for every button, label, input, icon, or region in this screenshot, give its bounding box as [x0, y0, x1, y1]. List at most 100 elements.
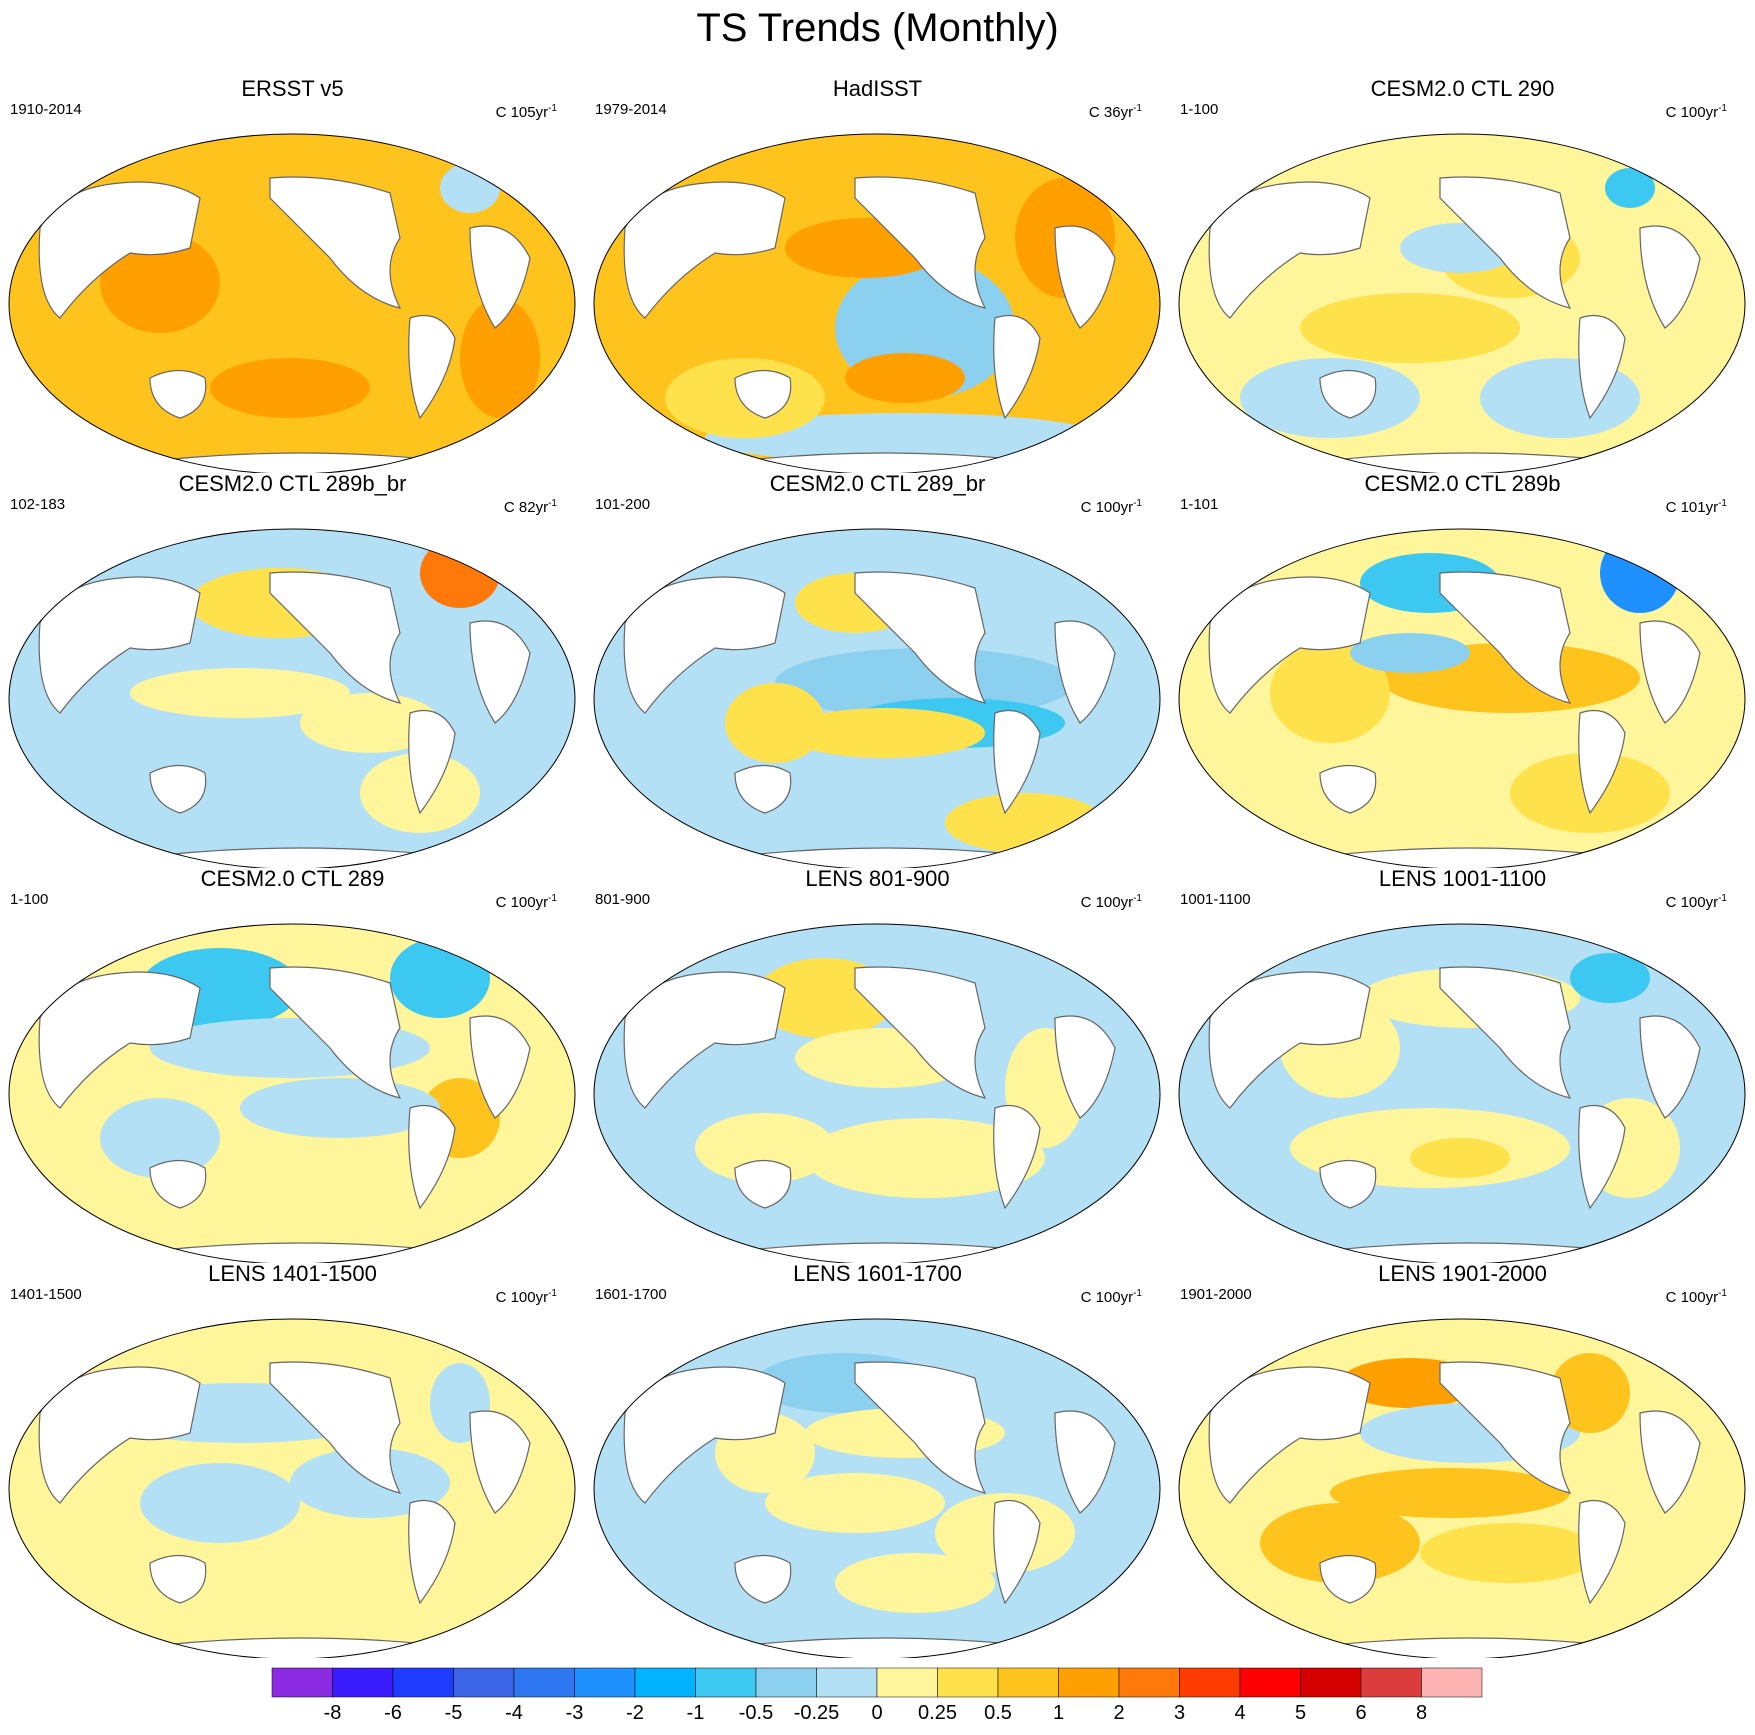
colorbar-tick-label: -3: [566, 1702, 584, 1724]
map-boundary: [1178, 528, 1746, 868]
panel-units: C 100yr-1: [496, 1285, 557, 1307]
trend-anomaly-region: [1550, 1353, 1630, 1433]
map-panel: LENS 1001-1100 1001-1100 C 100yr-1: [1170, 866, 1755, 1263]
trend-anomaly-region: [1605, 168, 1655, 208]
units-text: C 105yr: [495, 104, 549, 121]
units-exponent: -1: [1133, 893, 1142, 904]
panel-units: C 36yr-1: [1089, 100, 1142, 122]
north-america-landmass: [269, 1361, 402, 1494]
antarctica-landmass: [1269, 847, 1671, 868]
colorbar-swatch: [392, 1667, 454, 1698]
panel-title: CESM2.0 CTL 290: [1370, 76, 1555, 101]
trend-anomaly-region: [1270, 643, 1390, 743]
trend-anomaly-region: [1300, 293, 1520, 363]
units-exponent: -1: [1133, 498, 1142, 509]
trend-anomaly-region: [440, 163, 500, 213]
asia-landmass: [38, 181, 201, 319]
colorbar-swatch: [695, 1667, 757, 1698]
panel-title: CESM2.0 CTL 289_br: [769, 471, 986, 496]
world-map: [1178, 1318, 1746, 1658]
africa-europe-landmass: [1054, 1410, 1116, 1514]
world-map: [1178, 528, 1746, 868]
units-text: C 36yr: [1088, 104, 1134, 121]
africa-europe-landmass: [1054, 225, 1116, 329]
asia-landmass: [623, 1366, 786, 1504]
trend-anomaly-region: [390, 938, 490, 1018]
units-exponent: -1: [1718, 103, 1727, 114]
map-panel: CESM2.0 CTL 289b 1-101 C 101yr-1: [1170, 471, 1755, 868]
units-text: C 100yr: [1080, 499, 1134, 516]
colorbar-tick-label: 0: [871, 1702, 882, 1724]
africa-europe-landmass: [469, 620, 531, 724]
trend-anomaly-region: [1330, 1468, 1570, 1518]
colorbar-swatch: [1421, 1667, 1483, 1698]
trend-anomaly-region: [695, 1113, 835, 1183]
trend-anomaly-region: [1410, 1138, 1510, 1178]
australia-landmass: [734, 369, 792, 419]
map-panel: LENS 1401-1500 1401-1500 C 100yr-1: [0, 1261, 585, 1658]
panel-title: LENS 801-900: [805, 866, 950, 891]
colorbar-tick-label: 3: [1174, 1702, 1185, 1724]
colorbar-swatch: [453, 1667, 515, 1698]
north-america-landmass: [1439, 571, 1572, 704]
units-text: C 100yr: [1080, 1289, 1134, 1306]
trend-anomaly-region: [805, 1118, 1045, 1198]
colorbar-swatch: [997, 1667, 1059, 1698]
africa-europe-landmass: [469, 1015, 531, 1119]
antarctica-landmass: [99, 452, 501, 473]
asia-landmass: [623, 971, 786, 1109]
asia-landmass: [1208, 576, 1371, 714]
colorbar-swatch: [513, 1667, 575, 1698]
trend-anomaly-region: [300, 693, 440, 753]
colorbar-swatch: [634, 1667, 696, 1698]
africa-europe-landmass: [1639, 225, 1701, 329]
map-boundary: [8, 1318, 576, 1658]
map-panel: CESM2.0 CTL 290 1-100 C 100yr-1: [1170, 76, 1755, 473]
antarctica-landmass: [684, 1637, 1086, 1658]
africa-europe-landmass: [1054, 1015, 1116, 1119]
south-america-landmass: [408, 1104, 456, 1210]
panel-units: C 100yr-1: [1666, 1285, 1727, 1307]
asia-landmass: [38, 971, 201, 1109]
south-america-landmass: [408, 709, 456, 815]
panel-units: C 100yr-1: [1666, 890, 1727, 912]
antarctica-landmass: [1269, 1637, 1671, 1658]
panel-period: 1979-2014: [595, 101, 667, 118]
asia-landmass: [38, 1366, 201, 1504]
panel-units: C 101yr-1: [1666, 495, 1727, 517]
trend-anomaly-region: [130, 138, 370, 178]
trend-anomaly-region: [100, 1098, 220, 1178]
panel-title: LENS 1001-1100: [1378, 866, 1547, 891]
panel-title: CESM2.0 CTL 289b_br: [178, 471, 407, 496]
units-exponent: -1: [1718, 1288, 1727, 1299]
panel-title: LENS 1901-2000: [1378, 1261, 1547, 1286]
map-boundary: [1178, 1318, 1746, 1658]
colorbar-swatch: [755, 1667, 817, 1698]
asia-landmass: [623, 576, 786, 714]
map-boundary: [1178, 923, 1746, 1263]
north-america-landmass: [269, 176, 402, 309]
australia-landmass: [734, 764, 792, 814]
world-map: [593, 133, 1161, 473]
colorbar-swatch: [574, 1667, 636, 1698]
colorbar-swatch: [332, 1667, 394, 1698]
map-boundary: [593, 133, 1161, 473]
panel-period: 1001-1100: [1180, 891, 1251, 908]
panel-period: 1-100: [1180, 101, 1219, 118]
panel-units: C 100yr-1: [1081, 1285, 1142, 1307]
australia-landmass: [734, 1554, 792, 1604]
trend-anomaly-region: [130, 668, 350, 718]
colorbar-tick-label: -0.5: [739, 1702, 773, 1724]
colorbar-tick-label: 0.5: [984, 1702, 1012, 1724]
north-america-landmass: [269, 571, 402, 704]
antarctica-landmass: [684, 847, 1086, 868]
trend-anomaly-region: [845, 353, 965, 403]
south-america-landmass: [408, 314, 456, 420]
world-map: [8, 528, 576, 868]
antarctica-landmass: [99, 847, 501, 868]
map-boundary: [8, 923, 576, 1263]
colorbar-tick-label: 5: [1295, 1702, 1306, 1724]
trend-anomaly-region: [725, 683, 825, 763]
colorbar-tick-label: -8: [324, 1702, 342, 1724]
world-map: [593, 528, 1161, 868]
